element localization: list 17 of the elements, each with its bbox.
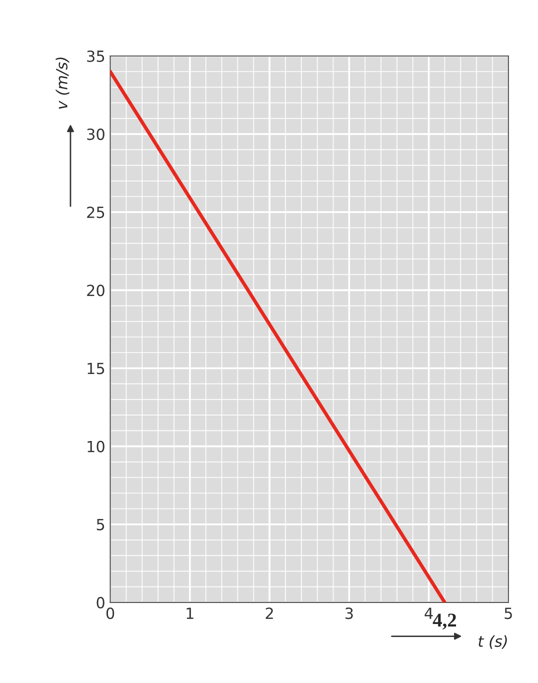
y-tick-label: 20 <box>87 284 104 296</box>
x-tick-label: 4 <box>424 608 433 619</box>
annotation: 4,2 <box>432 614 456 630</box>
y-tick-label: 35 <box>87 50 104 62</box>
x-tick-label: 1 <box>186 608 194 619</box>
y-tick-label: 10 <box>88 440 104 452</box>
x-axis-title: t (s) <box>478 635 507 649</box>
y-tick-label: 15 <box>88 362 104 374</box>
y-tick-label: 30 <box>87 128 104 140</box>
x-tick-label: 5 <box>504 608 512 620</box>
y-axis-title: v (m/s) <box>56 58 70 109</box>
x-tick-label: 2 <box>266 608 273 619</box>
x-tick-label: 0 <box>106 608 114 620</box>
x-tick-label: 3 <box>345 608 353 620</box>
y-tick-label: 5 <box>96 519 104 530</box>
y-tick-label: 0 <box>96 596 104 608</box>
y-tick-label: 25 <box>87 206 104 218</box>
